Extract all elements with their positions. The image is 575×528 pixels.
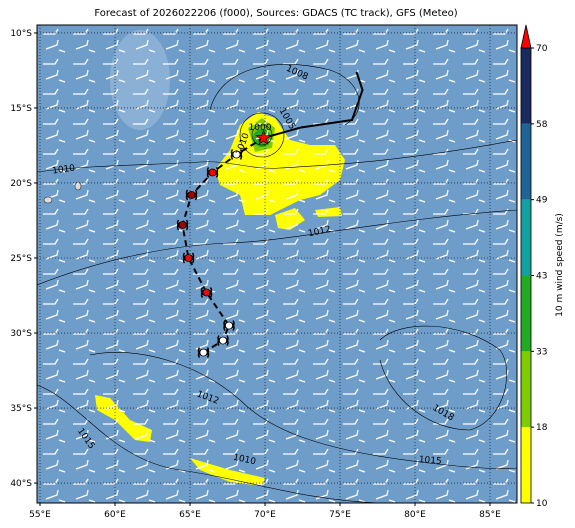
colorbar-tick-label: 18 [536,423,548,433]
colorbar-tick-label: 70 [536,44,548,54]
x-tick-label: 75°E [329,510,351,520]
contour-label: 1010 [232,453,257,468]
x-tick-label: 85°E [479,510,501,520]
storm-marker [225,321,233,330]
colorbar-bin [521,427,531,503]
x-tick-label: 60°E [104,510,126,520]
storm-marker [219,336,227,345]
islands [43,181,82,204]
y-tick-label: 25°S [10,254,32,264]
y-tick-label: 20°S [10,179,32,189]
storm-marker [199,348,208,357]
storm-marker [208,168,217,177]
contour-label: 1015 [418,455,442,467]
isobars [37,64,517,503]
colorbar-bin [521,275,531,352]
colorbar-extension [520,24,532,49]
x-tick-label: 55°E [29,510,51,520]
y-tick-label: 10°S [10,29,32,39]
colorbar-tick-label: 10 [536,499,548,509]
x-tick-label: 80°E [404,510,426,520]
y-tick-label: 15°S [10,104,32,114]
storm-marker [184,254,193,262]
map-frame [36,24,518,504]
y-tick-label: 40°S [10,479,32,489]
colorbar-tick-label: 58 [536,120,548,130]
colorbar-bin [521,351,531,428]
storm-marker [202,288,211,297]
storm-marker [178,221,187,229]
storm-position [255,129,272,145]
contour-label: 1010 [52,163,76,176]
title: Forecast of 2026022206 (f000), Sources: … [94,8,457,19]
y-tick-label: 30°S [10,329,32,339]
y-tick-label: 35°S [10,404,32,414]
colorbar-bin [521,123,531,200]
colorbar-frame [520,47,532,504]
colorbar-tick-label: 49 [536,196,548,206]
map-area: 1008 1005 1000 1010 1010 1012 1012 1015 … [37,25,517,503]
x-tick-label: 65°E [179,510,201,520]
colorbar-bin [521,199,531,276]
colorbar-bin [521,48,531,124]
colorbar-label: 10 m wind speed (m/s) [555,213,565,317]
forecast-track [263,71,364,139]
contour-label: 1012 [307,225,331,240]
wind-barbs [37,25,517,503]
colorbar-tick-label: 33 [536,347,547,357]
x-tick-label: 70°E [254,510,276,520]
storm-marker [187,191,196,199]
contour-label: 1000 [249,123,272,133]
past-track [181,137,265,354]
storm-marker [232,150,241,159]
colorbar-tick-label: 43 [536,272,547,282]
